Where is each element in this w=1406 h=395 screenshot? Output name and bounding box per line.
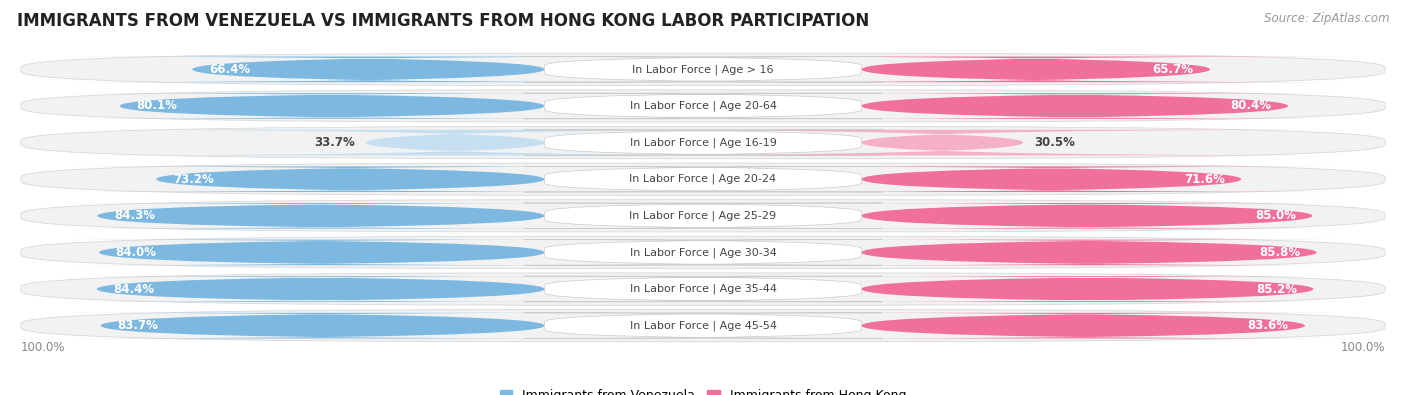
Text: In Labor Force | Age 45-54: In Labor Force | Age 45-54 — [630, 320, 776, 331]
FancyBboxPatch shape — [524, 93, 882, 119]
FancyBboxPatch shape — [524, 56, 882, 82]
FancyBboxPatch shape — [21, 53, 1385, 85]
FancyBboxPatch shape — [21, 200, 1385, 232]
FancyBboxPatch shape — [62, 56, 675, 82]
FancyBboxPatch shape — [21, 90, 1385, 122]
Text: 66.4%: 66.4% — [209, 63, 250, 76]
FancyBboxPatch shape — [524, 276, 882, 302]
FancyBboxPatch shape — [834, 240, 1344, 265]
Text: In Labor Force | Age 20-64: In Labor Force | Age 20-64 — [630, 101, 776, 111]
FancyBboxPatch shape — [62, 313, 582, 339]
Text: 80.1%: 80.1% — [136, 100, 177, 113]
FancyBboxPatch shape — [62, 203, 579, 229]
Text: 100.0%: 100.0% — [21, 341, 66, 354]
Text: 84.3%: 84.3% — [114, 209, 155, 222]
Text: 65.7%: 65.7% — [1153, 63, 1194, 76]
Text: In Labor Force | Age 35-44: In Labor Force | Age 35-44 — [630, 284, 776, 294]
FancyBboxPatch shape — [524, 203, 882, 229]
Text: 84.4%: 84.4% — [114, 282, 155, 295]
FancyBboxPatch shape — [62, 166, 638, 192]
Text: 83.6%: 83.6% — [1247, 319, 1288, 332]
Text: In Labor Force | Age 25-29: In Labor Force | Age 25-29 — [630, 211, 776, 221]
Legend: Immigrants from Venezuela, Immigrants from Hong Kong: Immigrants from Venezuela, Immigrants fr… — [495, 384, 911, 395]
Text: IMMIGRANTS FROM VENEZUELA VS IMMIGRANTS FROM HONG KONG LABOR PARTICIPATION: IMMIGRANTS FROM VENEZUELA VS IMMIGRANTS … — [17, 12, 869, 30]
Text: 71.6%: 71.6% — [1184, 173, 1225, 186]
FancyBboxPatch shape — [62, 93, 602, 119]
FancyBboxPatch shape — [524, 313, 882, 339]
Text: 83.7%: 83.7% — [117, 319, 157, 332]
FancyBboxPatch shape — [21, 236, 1385, 269]
Text: 33.7%: 33.7% — [314, 136, 354, 149]
FancyBboxPatch shape — [728, 56, 1344, 82]
Text: 100.0%: 100.0% — [1340, 341, 1385, 354]
FancyBboxPatch shape — [21, 273, 1385, 305]
FancyBboxPatch shape — [62, 276, 579, 302]
FancyBboxPatch shape — [21, 163, 1385, 195]
FancyBboxPatch shape — [759, 166, 1344, 192]
FancyBboxPatch shape — [823, 313, 1344, 339]
FancyBboxPatch shape — [62, 130, 848, 155]
Text: 73.2%: 73.2% — [173, 173, 214, 186]
FancyBboxPatch shape — [62, 240, 581, 265]
FancyBboxPatch shape — [830, 203, 1344, 229]
Text: In Labor Force | Age 16-19: In Labor Force | Age 16-19 — [630, 137, 776, 148]
Text: 30.5%: 30.5% — [1035, 136, 1076, 149]
Text: In Labor Force | Age 30-34: In Labor Force | Age 30-34 — [630, 247, 776, 258]
Text: Source: ZipAtlas.com: Source: ZipAtlas.com — [1264, 12, 1389, 25]
Text: 85.0%: 85.0% — [1254, 209, 1296, 222]
FancyBboxPatch shape — [541, 130, 1344, 155]
FancyBboxPatch shape — [524, 130, 882, 155]
FancyBboxPatch shape — [806, 93, 1344, 119]
FancyBboxPatch shape — [524, 166, 882, 192]
Text: 84.0%: 84.0% — [115, 246, 156, 259]
FancyBboxPatch shape — [21, 310, 1385, 342]
Text: In Labor Force | Age 20-24: In Labor Force | Age 20-24 — [630, 174, 776, 184]
FancyBboxPatch shape — [524, 240, 882, 265]
Text: 85.8%: 85.8% — [1258, 246, 1301, 259]
FancyBboxPatch shape — [831, 276, 1344, 302]
Text: 80.4%: 80.4% — [1230, 100, 1271, 113]
Text: 85.2%: 85.2% — [1256, 282, 1296, 295]
FancyBboxPatch shape — [21, 126, 1385, 159]
Text: In Labor Force | Age > 16: In Labor Force | Age > 16 — [633, 64, 773, 75]
